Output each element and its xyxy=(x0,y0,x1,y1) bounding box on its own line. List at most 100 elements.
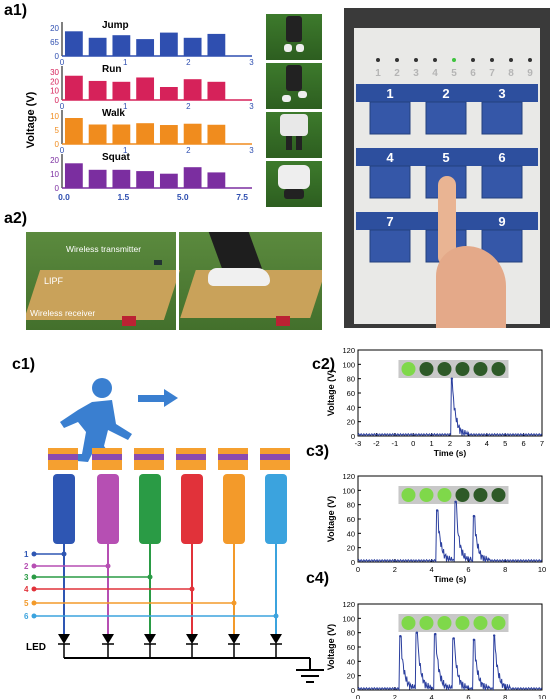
xtick-label: -3 xyxy=(355,439,362,448)
a1-ytick: 10 xyxy=(50,87,59,96)
key-button xyxy=(481,165,523,199)
walking-person-icon xyxy=(60,378,132,470)
peak-point xyxy=(435,509,439,512)
key-strip xyxy=(356,148,538,166)
xtick-label: 3 xyxy=(466,439,470,448)
ytick-label: 120 xyxy=(342,600,355,609)
a1-ytick: 5 xyxy=(55,126,60,135)
ytick-label: 100 xyxy=(342,486,355,495)
key-button xyxy=(369,165,411,199)
led-indicator xyxy=(455,616,470,630)
a1-bar xyxy=(136,77,155,100)
led-indicator xyxy=(491,488,506,502)
xtick-label: 7 xyxy=(540,439,544,448)
channel-number: 3 xyxy=(24,573,29,582)
key-button xyxy=(425,101,467,135)
key-label: 7 xyxy=(386,214,393,229)
a1-bar xyxy=(159,173,178,188)
x-axis-label: Time (s) xyxy=(434,574,467,584)
led-indicator xyxy=(455,362,470,376)
xtick-label: 8 xyxy=(503,565,507,574)
a1-ytick: 65 xyxy=(50,38,59,47)
a1-bar xyxy=(159,32,178,56)
indicator-number: 8 xyxy=(508,68,514,79)
a1-xtick-bottom: 1.5 xyxy=(117,192,129,202)
sensor-cell xyxy=(97,474,119,544)
key-button xyxy=(481,101,523,135)
panel-label-c4: c4) xyxy=(306,570,330,587)
panel-label-a2: a2) xyxy=(4,210,28,227)
ytick-label: 20 xyxy=(347,672,355,681)
led-icon xyxy=(102,634,114,644)
a1-xtick-bottom: 7.5 xyxy=(236,192,248,202)
a1-ytick: 0 xyxy=(55,184,60,193)
bus-terminal xyxy=(31,551,37,557)
a1-ytick: 0 xyxy=(55,96,60,105)
xtick-label: 6 xyxy=(522,439,526,448)
ytick-label: 0 xyxy=(351,558,355,567)
junction-dot xyxy=(273,613,279,619)
a1-xtick: 0 xyxy=(60,58,65,67)
a1-ytick: 20 xyxy=(50,156,59,165)
led-icon xyxy=(270,634,282,644)
ytick-label: 120 xyxy=(342,346,355,355)
xtick-label: 10 xyxy=(538,565,546,574)
a1-bar xyxy=(136,123,155,144)
led-indicator xyxy=(491,362,506,376)
indicator-led xyxy=(490,58,494,62)
junction-dot xyxy=(61,551,67,557)
indicator-number: 2 xyxy=(394,68,400,79)
xtick-label: -1 xyxy=(391,439,398,448)
a2-photo: Wireless transmitter LIPF Wireless recei… xyxy=(26,232,322,330)
photo-walk xyxy=(266,112,322,158)
a1-ytick: 30 xyxy=(50,68,59,77)
ytick-label: 0 xyxy=(351,432,355,441)
label-wireless-transmitter: Wireless transmitter xyxy=(66,244,142,254)
a1-bar xyxy=(64,118,83,144)
ytick-label: 80 xyxy=(347,501,355,510)
led-indicator xyxy=(473,616,488,630)
xtick-label: 10 xyxy=(538,693,546,699)
indicator-led xyxy=(509,58,513,62)
a1-activity-photos xyxy=(266,14,322,210)
bus-terminal xyxy=(31,586,37,592)
xtick-label: 0 xyxy=(411,439,415,448)
led-label: LED xyxy=(26,642,46,653)
indicator-led xyxy=(471,58,475,62)
a1-bar xyxy=(207,124,226,144)
xtick-label: 1 xyxy=(430,439,434,448)
a1-bar xyxy=(112,124,131,144)
key-label: 3 xyxy=(498,86,505,101)
finger xyxy=(432,176,522,328)
a1-row-title: Walk xyxy=(102,108,125,119)
xtick-label: 6 xyxy=(466,565,470,574)
led-indicator xyxy=(491,616,506,630)
bus-terminal xyxy=(31,574,37,580)
a1-bar xyxy=(159,87,178,100)
y-axis-label: Voltage (V) xyxy=(326,624,336,670)
photo-jump xyxy=(266,14,322,60)
a1-bar xyxy=(112,35,131,56)
a1-bar xyxy=(136,39,155,56)
a1-ytick: 10 xyxy=(50,170,59,179)
a1-row-title: Squat xyxy=(102,152,130,163)
a1-row-title: Jump xyxy=(102,20,129,31)
a1-bar xyxy=(88,80,107,100)
junction-dot xyxy=(147,574,153,580)
peak-point xyxy=(415,631,419,634)
a1-bar xyxy=(64,31,83,56)
sensor-cell xyxy=(181,474,203,544)
a1-ytick: 0 xyxy=(55,140,60,149)
key-strip xyxy=(356,84,538,102)
indicator-led xyxy=(376,58,380,62)
peak-point xyxy=(472,638,476,642)
peak-point xyxy=(472,514,476,518)
key-label: 5 xyxy=(442,150,449,165)
panel-label-a1: a1) xyxy=(4,2,28,19)
a1-xtick: 1 xyxy=(123,58,128,67)
ytick-label: 40 xyxy=(347,529,355,538)
channel-number: 6 xyxy=(24,612,29,621)
ytick-label: 20 xyxy=(347,418,355,427)
